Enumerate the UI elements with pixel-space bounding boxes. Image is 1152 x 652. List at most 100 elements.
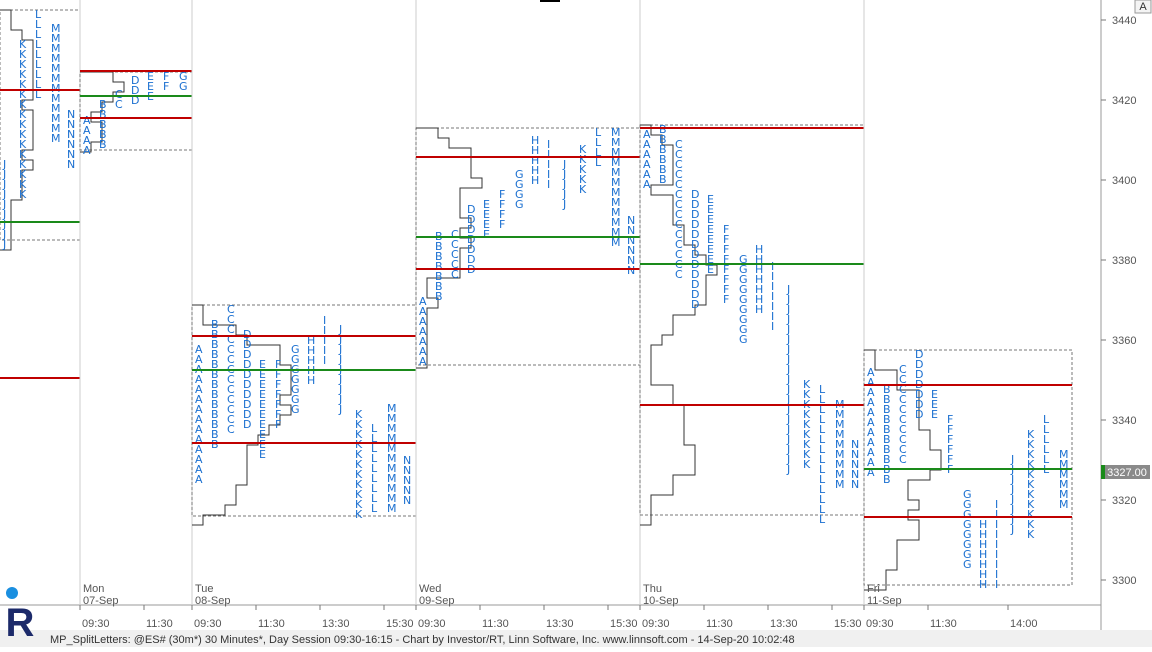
tpo-letter: M xyxy=(611,216,621,229)
tpo-letter: L xyxy=(35,38,42,51)
tpo-letter: D xyxy=(915,358,923,371)
tpo-letter: K xyxy=(355,418,363,431)
auto-scale-button[interactable] xyxy=(1134,0,1152,14)
tpo-letter: M xyxy=(51,132,61,145)
tpo-letter: A xyxy=(419,325,427,338)
tpo-letter: M xyxy=(387,472,397,485)
tpo-letter: K xyxy=(1027,518,1035,531)
tpo-letter: J xyxy=(786,453,790,466)
tpo-letter: A xyxy=(419,295,427,308)
tpo-letter: K xyxy=(803,428,811,441)
day-label: Fri xyxy=(867,583,880,595)
tpo-letter: K xyxy=(579,143,587,156)
tpo-letter: I xyxy=(547,148,550,161)
tpo-letter: K xyxy=(355,478,363,491)
tpo-letter: L xyxy=(1043,423,1050,436)
tpo-letter: J xyxy=(2,168,6,181)
time-label: 09:30 xyxy=(194,618,222,630)
tpo-letter: H xyxy=(755,283,763,296)
tpo-letter: N xyxy=(67,148,75,161)
tpo-letter: C xyxy=(227,343,235,356)
tpo-letter: L xyxy=(819,513,826,526)
tpo-letter: I xyxy=(771,280,774,293)
tpo-letter: H xyxy=(531,134,539,147)
tpo-letter: B xyxy=(211,328,219,341)
tpo-letter: L xyxy=(371,422,378,435)
tpo-letter: F xyxy=(275,378,281,391)
tpo-letter: H xyxy=(755,303,763,316)
tpo-letter: E xyxy=(259,428,266,441)
tpo-letter: J xyxy=(338,393,342,406)
tpo-letter: A xyxy=(419,335,427,348)
tpo-letter: H xyxy=(531,144,539,157)
tpo-letter: K xyxy=(19,48,27,61)
tpo-letter: F xyxy=(499,218,505,231)
tpo-letter: F xyxy=(947,413,953,426)
tpo-letter: C xyxy=(227,323,235,336)
tpo-letter: B xyxy=(211,368,219,381)
time-label: 14:00 xyxy=(1010,618,1038,630)
tpo-letter: B xyxy=(883,423,891,436)
tpo-letter: C xyxy=(675,218,683,231)
tpo-letter: K xyxy=(1027,508,1035,521)
tpo-letter: F xyxy=(275,368,281,381)
tpo-letter: K xyxy=(803,448,811,461)
tpo-letter: C xyxy=(675,208,683,221)
tpo-letter: C xyxy=(227,313,235,326)
tpo-letter: I xyxy=(995,518,998,531)
tpo-letter: G xyxy=(291,343,300,356)
tpo-letter: K xyxy=(1027,448,1035,461)
y-tick-label: 3320 xyxy=(1112,495,1136,507)
tpo-letter: B xyxy=(211,418,219,431)
tpo-letter: F xyxy=(723,263,729,276)
tpo-letter: K xyxy=(19,68,27,81)
tpo-column: GG xyxy=(179,70,188,93)
time-label: 11:30 xyxy=(146,618,173,630)
tpo-letter: A xyxy=(867,466,875,479)
tpo-letter: B xyxy=(883,383,891,396)
tpo-letter: M xyxy=(387,412,397,425)
profile-box xyxy=(191,304,417,517)
tpo-letter: H xyxy=(531,154,539,167)
tpo-letter: I xyxy=(771,320,774,333)
profile-outline xyxy=(864,349,942,591)
tpo-letter: M xyxy=(51,82,61,95)
tpo-letter: J xyxy=(786,373,790,386)
tpo-letter: B xyxy=(883,403,891,416)
tpo-letter: F xyxy=(723,223,729,236)
tpo-letter: E xyxy=(707,243,714,256)
tpo-letter: G xyxy=(739,253,748,266)
tpo-letter: D xyxy=(243,408,251,421)
top-marker xyxy=(540,0,560,2)
tpo-letter: B xyxy=(659,133,667,146)
clock-icon[interactable] xyxy=(6,587,18,599)
tpo-letter: J xyxy=(786,383,790,396)
tpo-letter: N xyxy=(851,458,859,471)
tpo-letter: D xyxy=(915,388,923,401)
tpo-letter: N xyxy=(403,464,411,477)
tpo-letter: G xyxy=(291,353,300,366)
profile-outline xyxy=(0,9,34,251)
tpo-letter: A xyxy=(419,305,427,318)
tpo-letter: H xyxy=(307,354,315,367)
tpo-letter: L xyxy=(595,156,602,169)
tpo-letter: F xyxy=(947,453,953,466)
footer-text: MP_SplitLetters: @ES# (30m*) 30 Minutes*… xyxy=(50,634,795,646)
tpo-letter: N xyxy=(851,468,859,481)
tpo-letter: K xyxy=(19,168,27,181)
tpo-letter: L xyxy=(819,443,826,456)
tpo-letter: D xyxy=(467,253,475,266)
tpo-letter: B xyxy=(211,378,219,391)
tpo-letter: A xyxy=(867,446,875,459)
tpo-letter: D xyxy=(691,278,699,291)
tpo-letter: E xyxy=(707,263,714,276)
tpo-letter: A xyxy=(195,443,203,456)
